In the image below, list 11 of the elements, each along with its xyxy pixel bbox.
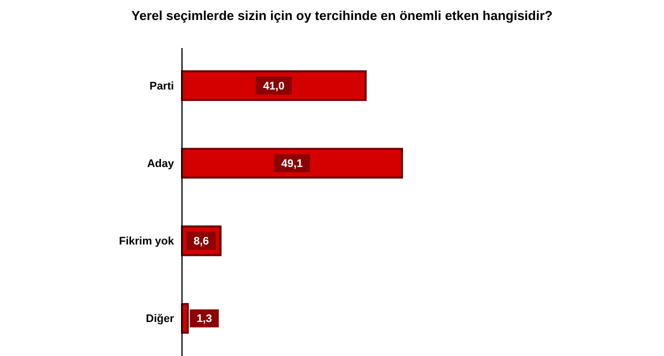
data-label: 41,0	[263, 80, 285, 92]
data-label: 49,1	[281, 158, 303, 170]
y-tick-label: Aday	[147, 158, 175, 170]
data-label: 1,3	[196, 313, 212, 326]
bar	[181, 303, 189, 334]
y-tick-label: Parti	[150, 80, 174, 92]
y-tick-label: Diğer	[146, 313, 175, 326]
y-tick-label: Fikrim yok	[118, 236, 175, 248]
chart-title: Yerel seçimlerde sizin için oy tercihinde en önemli etken hangisidir?	[131, 8, 553, 23]
bar	[181, 148, 403, 179]
data-label: 8,6	[194, 236, 209, 248]
